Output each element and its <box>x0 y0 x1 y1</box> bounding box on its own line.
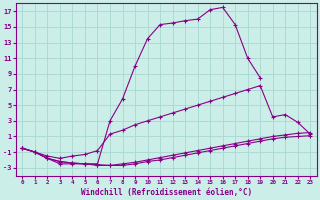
X-axis label: Windchill (Refroidissement éolien,°C): Windchill (Refroidissement éolien,°C) <box>81 188 252 197</box>
